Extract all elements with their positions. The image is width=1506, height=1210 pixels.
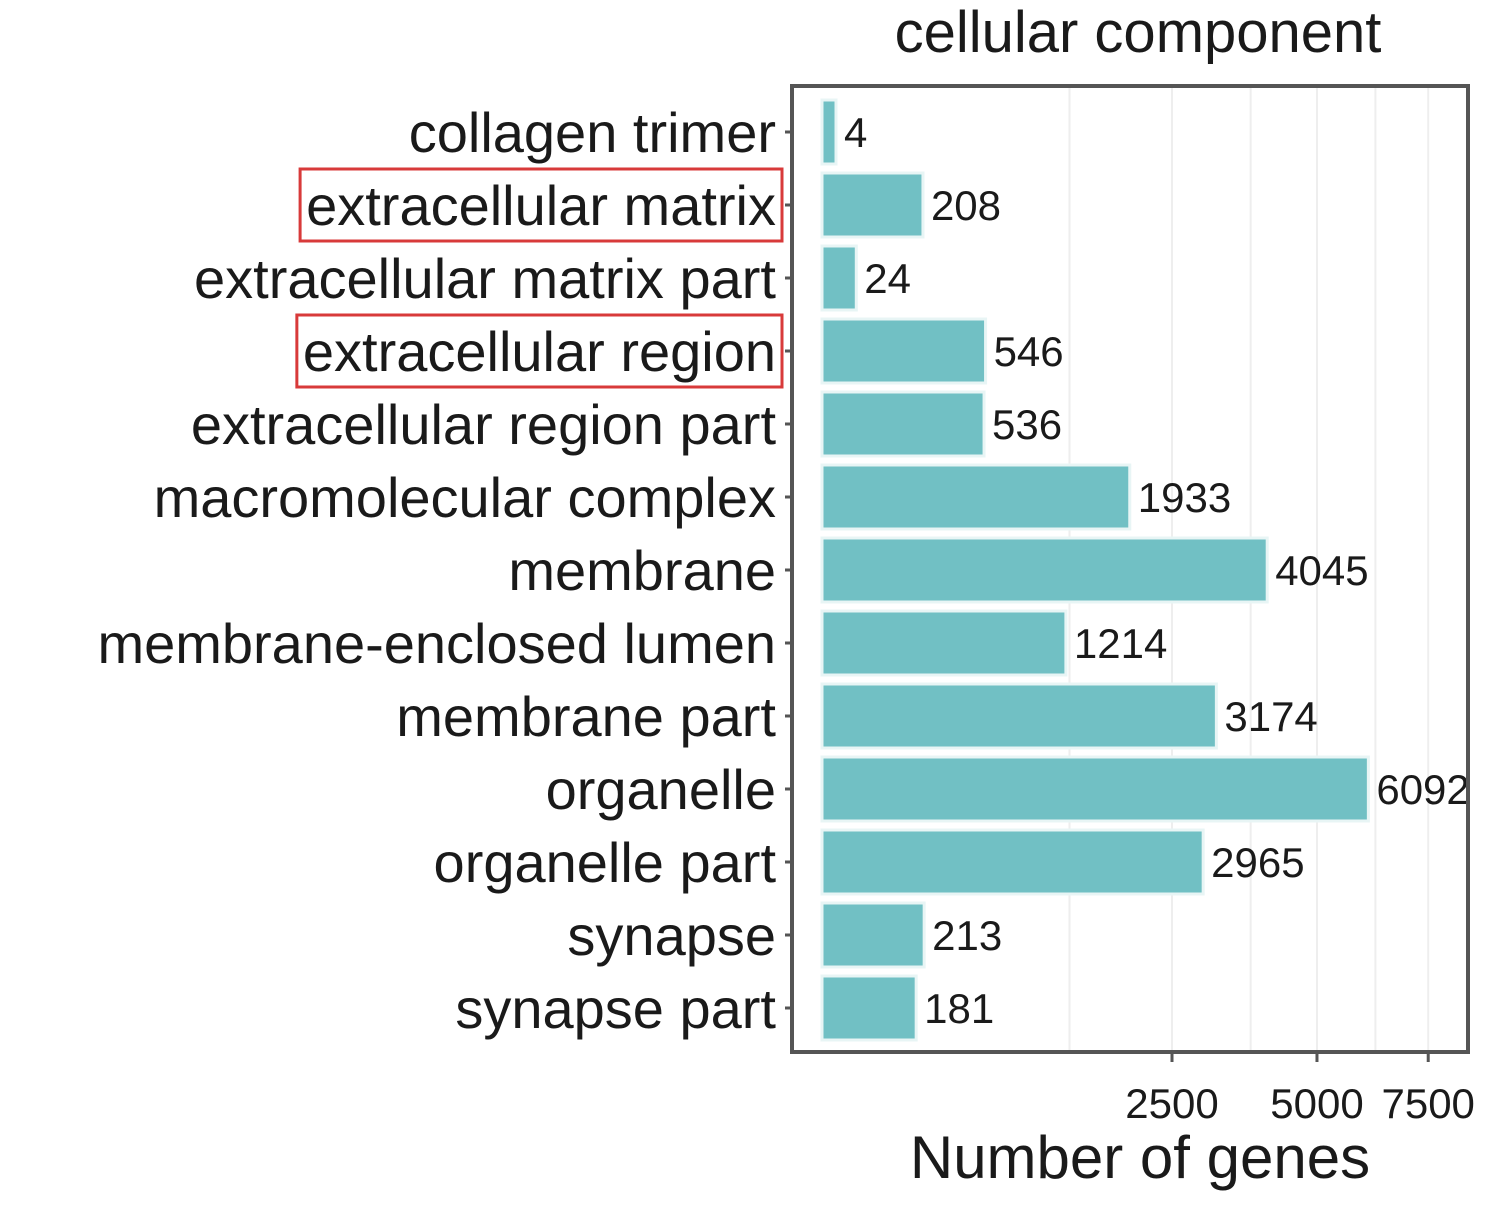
value-labels: 4 208 24 546 536 1933 4045 1214 3174 6092 2965 213 1… xyxy=(844,109,1470,1032)
x-tick-label: 2500 xyxy=(1125,1080,1218,1127)
category-label: extracellular matrix part xyxy=(194,247,776,310)
category-labels: collagen trimer extracellular matrix extra… xyxy=(97,101,792,1040)
highlight-box xyxy=(295,313,784,389)
bar-value-label: 1214 xyxy=(1074,620,1167,667)
bar xyxy=(820,171,925,239)
highlight-box xyxy=(298,167,784,243)
category-label: synapse xyxy=(567,904,776,967)
category-label: collagen trimer xyxy=(409,101,776,164)
bar xyxy=(820,98,838,166)
bar xyxy=(820,536,1269,604)
chart-title: cellular component xyxy=(895,0,1382,65)
bar-value-label: 2965 xyxy=(1211,839,1304,886)
bar xyxy=(820,682,1218,750)
highlight-boxes xyxy=(295,167,784,389)
bar xyxy=(820,390,986,458)
category-label: organelle part xyxy=(434,831,777,894)
category-label: extracellular region part xyxy=(191,393,777,456)
x-tick-label: 7500 xyxy=(1381,1080,1474,1127)
category-label: membrane xyxy=(508,539,776,602)
bar-value-label: 546 xyxy=(994,328,1064,375)
category-label: synapse part xyxy=(455,977,776,1040)
x-tick-label: 5000 xyxy=(1270,1080,1363,1127)
bar-value-label: 4045 xyxy=(1275,547,1368,594)
plot-panel-border xyxy=(790,84,1470,1054)
category-label: membrane-enclosed lumen xyxy=(97,612,776,675)
category-label: membrane part xyxy=(396,685,776,748)
bar xyxy=(820,317,988,385)
bar xyxy=(820,755,1370,823)
bar-value-label: 208 xyxy=(931,182,1001,229)
bar-value-label: 3174 xyxy=(1224,693,1317,740)
category-label: macromolecular complex xyxy=(154,466,776,529)
bar xyxy=(820,609,1068,677)
bar xyxy=(820,463,1132,531)
bar-value-label: 24 xyxy=(864,255,911,302)
category-label: extracellular region xyxy=(303,320,776,383)
bar-value-label: 213 xyxy=(932,912,1002,959)
bar xyxy=(820,901,926,969)
category-label: organelle xyxy=(546,758,776,821)
x-axis-title: Number of genes xyxy=(910,1124,1370,1191)
bar-value-label: 6092 xyxy=(1376,766,1469,813)
bar-value-label: 1933 xyxy=(1138,474,1231,521)
bar xyxy=(820,974,918,1042)
bar xyxy=(820,828,1205,896)
category-label: extracellular matrix xyxy=(306,174,776,237)
bar xyxy=(820,244,858,312)
bar-value-label: 181 xyxy=(924,985,994,1032)
bar-value-label: 536 xyxy=(992,401,1062,448)
bars xyxy=(820,98,1370,1042)
x-axis-ticks: 2500 5000 7500 xyxy=(1125,1052,1475,1127)
bar-value-label: 4 xyxy=(844,109,867,156)
